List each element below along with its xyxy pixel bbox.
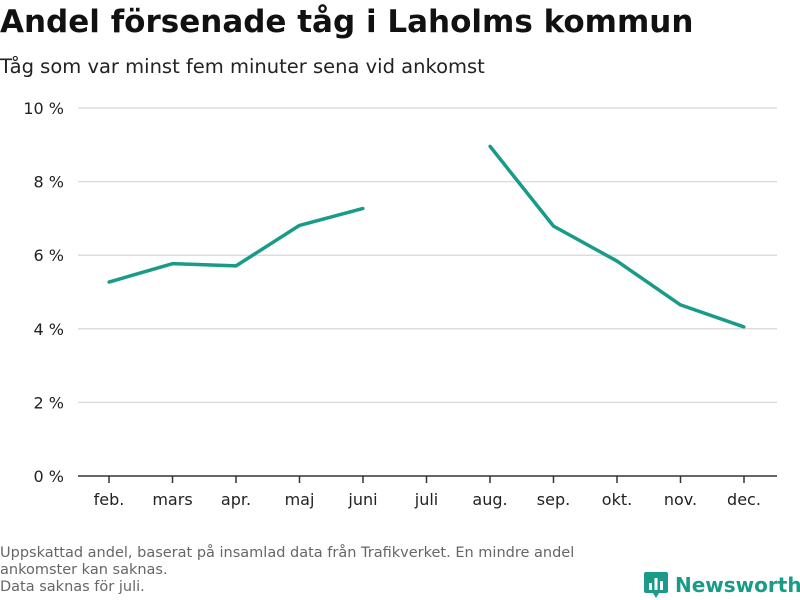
y-tick-label: 4 % bbox=[34, 320, 64, 339]
footnote-line-3: Data saknas för juli. bbox=[0, 579, 145, 595]
gridlines bbox=[78, 107, 777, 404]
x-tick-label: maj bbox=[285, 490, 315, 509]
x-tick-label: juli bbox=[414, 490, 438, 509]
x-tick-label: juni bbox=[347, 490, 377, 509]
x-axis: feb. mars apr. maj juni juli aug. sep. okt. nov. d… bbox=[78, 475, 777, 509]
data-point bbox=[488, 144, 492, 148]
y-tick-label: 8 % bbox=[34, 173, 64, 192]
data-point bbox=[170, 262, 175, 266]
chart-title: Andel försenade tåg i Laholms kommun bbox=[0, 4, 694, 40]
y-axis-tick-labels: 0 % 2 % 4 % 6 % 8 % 10 % bbox=[23, 99, 64, 486]
data-point bbox=[107, 280, 111, 284]
series-line-segment bbox=[488, 145, 745, 329]
data-point bbox=[615, 259, 619, 263]
y-tick-label: 0 % bbox=[34, 467, 64, 486]
x-tick-label: dec. bbox=[727, 490, 761, 509]
y-tick-label: 10 % bbox=[23, 99, 64, 118]
series-line-segment bbox=[108, 206, 364, 284]
y-tick-label: 6 % bbox=[34, 246, 64, 265]
x-tick-label: feb. bbox=[94, 490, 125, 509]
brand-name: Newsworthy bbox=[675, 573, 800, 597]
data-point bbox=[551, 224, 556, 228]
footnote: Uppskattad andel, baserat på insamlad da… bbox=[0, 545, 630, 596]
x-tick-label: nov. bbox=[664, 490, 697, 509]
data-point bbox=[742, 325, 746, 329]
data-point bbox=[678, 303, 683, 307]
data-point bbox=[361, 206, 365, 211]
series-lines bbox=[107, 144, 746, 329]
line-chart: 0 % 2 % 4 % 6 % 8 % 10 % feb. mars apr. maj juni j… bbox=[23, 99, 777, 509]
data-point bbox=[297, 223, 302, 227]
data-point bbox=[234, 264, 238, 268]
newsworthy-logo[interactable]: Newsworthy bbox=[643, 570, 800, 600]
x-tick-label: okt. bbox=[602, 490, 632, 509]
newsworthy-logo-icon bbox=[644, 572, 668, 598]
footnote-line-2: ankomster kan saknas. bbox=[0, 562, 168, 578]
x-tick-label: aug. bbox=[472, 490, 507, 509]
y-tick-label: 2 % bbox=[34, 393, 64, 412]
x-tick-label: mars bbox=[152, 490, 192, 509]
footnote-line-1: Uppskattad andel, baserat på insamlad da… bbox=[0, 545, 575, 561]
x-tick-label: apr. bbox=[221, 490, 251, 509]
chart-subtitle: Tåg som var minst fem minuter sena vid a… bbox=[0, 55, 485, 78]
x-tick-label: sep. bbox=[537, 490, 570, 509]
